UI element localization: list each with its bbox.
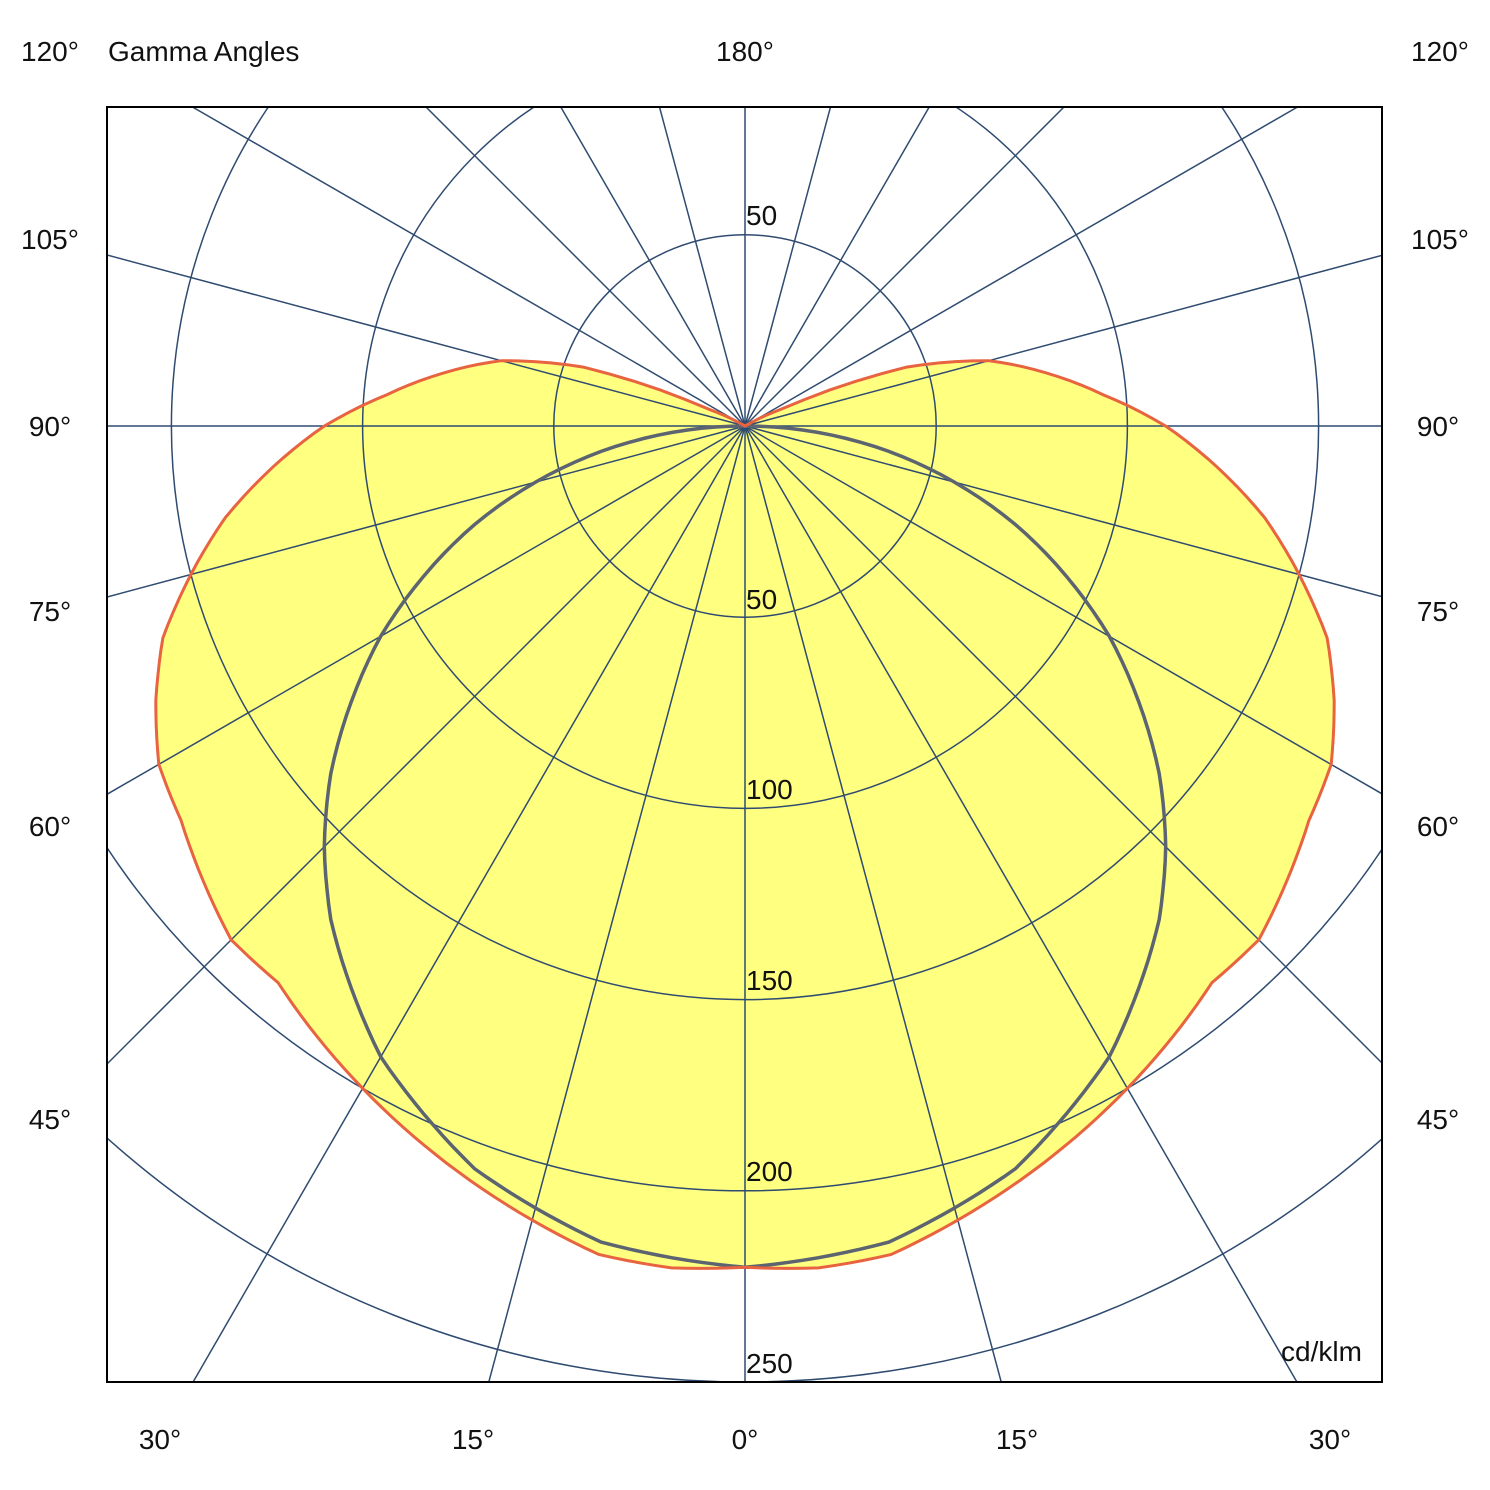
angle-label-left-120: 120° xyxy=(21,36,79,67)
angle-label-left-60: 60° xyxy=(28,811,72,842)
grid-radial-line xyxy=(744,425,1382,1064)
grid-radial-line xyxy=(744,107,930,427)
grid-radial-line xyxy=(107,425,746,598)
angle-label-right-105: 105° xyxy=(1411,224,1469,255)
plot-frame xyxy=(106,106,1383,1383)
grid-radial-line xyxy=(488,425,746,1382)
radial-label-150: 150 xyxy=(746,965,793,996)
angle-label-bottom-0: 0° xyxy=(731,1424,759,1455)
radial-label-50-top: 50 xyxy=(746,200,778,231)
angle-label-right-90: 90° xyxy=(1416,411,1460,442)
grid-radial-line xyxy=(744,107,1298,427)
angle-label-left-75: 75° xyxy=(28,596,72,627)
angle-label-right-75: 75° xyxy=(1416,596,1460,627)
grid-radial-line xyxy=(107,254,746,427)
unit-label: cd/klm xyxy=(1281,1336,1362,1367)
grid-radial-line xyxy=(107,425,746,1065)
angle-label-right-45: 45° xyxy=(1416,1104,1460,1135)
angle-label-right-120: 120° xyxy=(1411,36,1469,67)
curve-c0-c180 xyxy=(154,359,1336,1270)
grid-radial-line xyxy=(744,254,1382,427)
radial-label-200: 200 xyxy=(746,1156,793,1187)
radial-label-100: 100 xyxy=(746,774,793,805)
grid-radial-line xyxy=(744,107,1065,427)
radial-label-50: 50 xyxy=(746,584,778,615)
grid-radial-line xyxy=(192,107,746,427)
radial-label-250: 250 xyxy=(746,1348,793,1379)
angle-label-bottom-30-left: 30° xyxy=(138,1424,182,1455)
angle-label-right-60: 60° xyxy=(1416,811,1460,842)
grid-radial-line xyxy=(744,425,1382,598)
angle-label-left-90: 90° xyxy=(28,411,72,442)
grid-radial-line xyxy=(107,425,746,795)
grid-radial-line xyxy=(425,107,746,427)
angle-label-bottom-30-right: 30° xyxy=(1308,1424,1352,1455)
grid-radial-line xyxy=(744,425,1298,1382)
angle-label-left-45: 45° xyxy=(28,1104,72,1135)
angle-label-top-180: 180° xyxy=(716,36,774,67)
angle-label-bottom-15-right: 15° xyxy=(995,1424,1039,1455)
angle-label-left-105: 105° xyxy=(21,224,79,255)
angle-label-bottom-15-left: 15° xyxy=(451,1424,495,1455)
grid-radial-line xyxy=(192,425,746,1382)
grid-radial-line xyxy=(744,425,1382,795)
grid-radial-line xyxy=(744,425,1002,1382)
grid-radial-line xyxy=(560,107,746,427)
grid-radial-line xyxy=(658,107,746,427)
grid-radial-line xyxy=(744,107,832,427)
chart-title: Gamma Angles xyxy=(108,36,300,67)
